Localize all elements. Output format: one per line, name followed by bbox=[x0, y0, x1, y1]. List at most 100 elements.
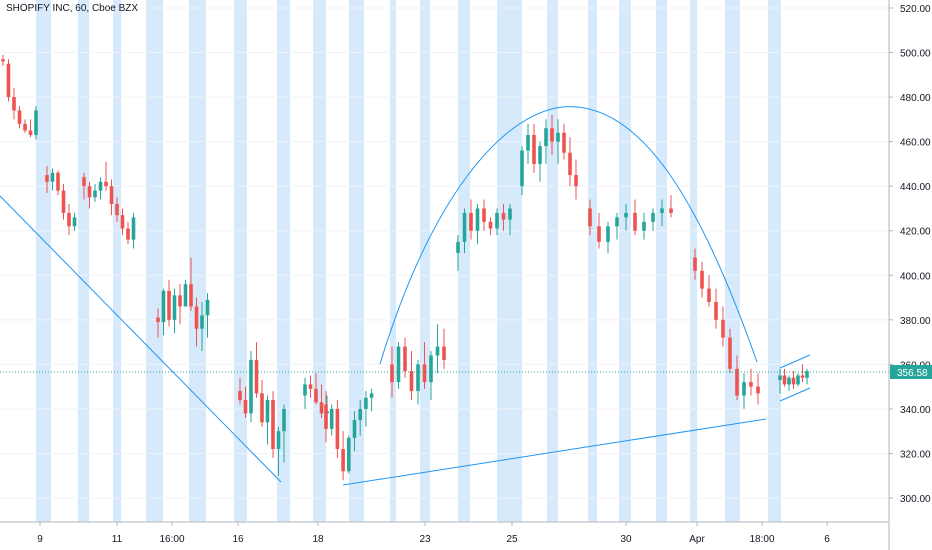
candle-body bbox=[642, 221, 646, 231]
candle-body bbox=[435, 346, 440, 356]
candle bbox=[260, 379, 264, 427]
candle bbox=[12, 88, 16, 120]
candle-body bbox=[669, 208, 673, 213]
candle bbox=[568, 137, 572, 187]
candle-body bbox=[314, 388, 318, 403]
candle bbox=[756, 373, 760, 405]
candle-body bbox=[660, 208, 664, 213]
time-tick-label: 18:00 bbox=[749, 534, 774, 545]
price-tick-label: 500.00 bbox=[900, 49, 931, 60]
candle-body bbox=[532, 134, 536, 164]
last-price-tag: 356.58 bbox=[890, 364, 932, 379]
candle bbox=[61, 183, 66, 220]
candle bbox=[34, 106, 38, 140]
candle bbox=[167, 279, 171, 327]
candle bbox=[532, 123, 536, 173]
candle-body bbox=[396, 346, 401, 383]
candle-body bbox=[28, 130, 33, 135]
candle-body bbox=[72, 217, 77, 227]
candle-body bbox=[161, 290, 166, 323]
candle-body bbox=[200, 315, 204, 329]
candle-body bbox=[282, 408, 286, 432]
candle-body bbox=[544, 128, 548, 147]
candle-body bbox=[341, 449, 345, 472]
candle-body bbox=[538, 146, 542, 164]
price-tick-label: 460.00 bbox=[900, 138, 931, 149]
candle-body bbox=[104, 181, 108, 187]
candle-body bbox=[335, 408, 340, 449]
candle-body bbox=[156, 317, 160, 323]
candle-body bbox=[238, 391, 242, 400]
session-band bbox=[768, 0, 781, 522]
candle bbox=[6, 59, 11, 102]
session-band bbox=[349, 0, 364, 522]
channel-lower-line bbox=[779, 387, 811, 402]
candle bbox=[93, 183, 97, 202]
session-band bbox=[113, 0, 121, 522]
session-band bbox=[234, 0, 247, 522]
candle bbox=[526, 123, 530, 164]
candle bbox=[1, 54, 5, 66]
candle bbox=[520, 146, 524, 196]
candle bbox=[319, 384, 324, 418]
candle-body bbox=[50, 172, 55, 182]
candle bbox=[314, 373, 318, 405]
candle bbox=[364, 391, 368, 427]
candle-body bbox=[742, 382, 746, 396]
candle bbox=[488, 217, 493, 236]
candles bbox=[1, 54, 809, 481]
candle-body bbox=[17, 110, 22, 124]
candle bbox=[205, 293, 210, 338]
candle bbox=[693, 248, 697, 280]
candle-body bbox=[189, 284, 193, 307]
candle-body bbox=[778, 375, 782, 380]
candle bbox=[416, 359, 420, 405]
candle-body bbox=[787, 377, 791, 385]
candle-body bbox=[550, 128, 554, 142]
candle bbox=[597, 212, 601, 249]
candle-body bbox=[416, 364, 420, 392]
candle bbox=[271, 391, 275, 458]
candle bbox=[574, 159, 578, 200]
candle-body bbox=[501, 212, 506, 220]
candle bbox=[28, 119, 33, 138]
candle-body bbox=[791, 377, 796, 385]
candle-body bbox=[588, 208, 592, 227]
candle-body bbox=[615, 217, 619, 227]
candle bbox=[475, 204, 480, 245]
time-axis[interactable]: 9 11 16:00 16 18 23 25 30 Apr 18:00 6 bbox=[0, 521, 889, 545]
candle-body bbox=[403, 346, 407, 372]
time-tick-label: 9 bbox=[37, 534, 43, 545]
candle-body bbox=[693, 257, 697, 271]
candle bbox=[435, 324, 440, 374]
candle-body bbox=[624, 212, 628, 218]
candle-body bbox=[34, 110, 38, 135]
price-axis[interactable]: 300.00320.00340.00360.00380.00400.00420.… bbox=[888, 0, 932, 550]
candle bbox=[422, 342, 427, 389]
candle bbox=[778, 368, 782, 394]
session-band bbox=[619, 0, 631, 522]
candle bbox=[303, 377, 307, 409]
time-tick-label: 16 bbox=[232, 534, 244, 545]
candle bbox=[347, 435, 351, 474]
time-tick-label: 25 bbox=[506, 534, 518, 545]
candle-body bbox=[45, 175, 49, 182]
candle-body bbox=[462, 212, 467, 242]
candle bbox=[131, 212, 136, 249]
candle bbox=[642, 212, 646, 240]
time-tick-label: 11 bbox=[112, 534, 123, 545]
candle bbox=[660, 199, 664, 227]
candle bbox=[109, 179, 114, 216]
price-tick-label: 480.00 bbox=[900, 93, 931, 104]
candle bbox=[67, 204, 71, 236]
candle bbox=[156, 308, 160, 338]
channel-upper-line bbox=[779, 354, 811, 369]
candle bbox=[104, 161, 108, 191]
candle bbox=[707, 275, 711, 307]
candle-body bbox=[329, 408, 334, 429]
candle-body bbox=[805, 371, 809, 378]
candle-body bbox=[1, 59, 5, 62]
candle bbox=[23, 119, 27, 133]
candle-body bbox=[714, 302, 718, 320]
